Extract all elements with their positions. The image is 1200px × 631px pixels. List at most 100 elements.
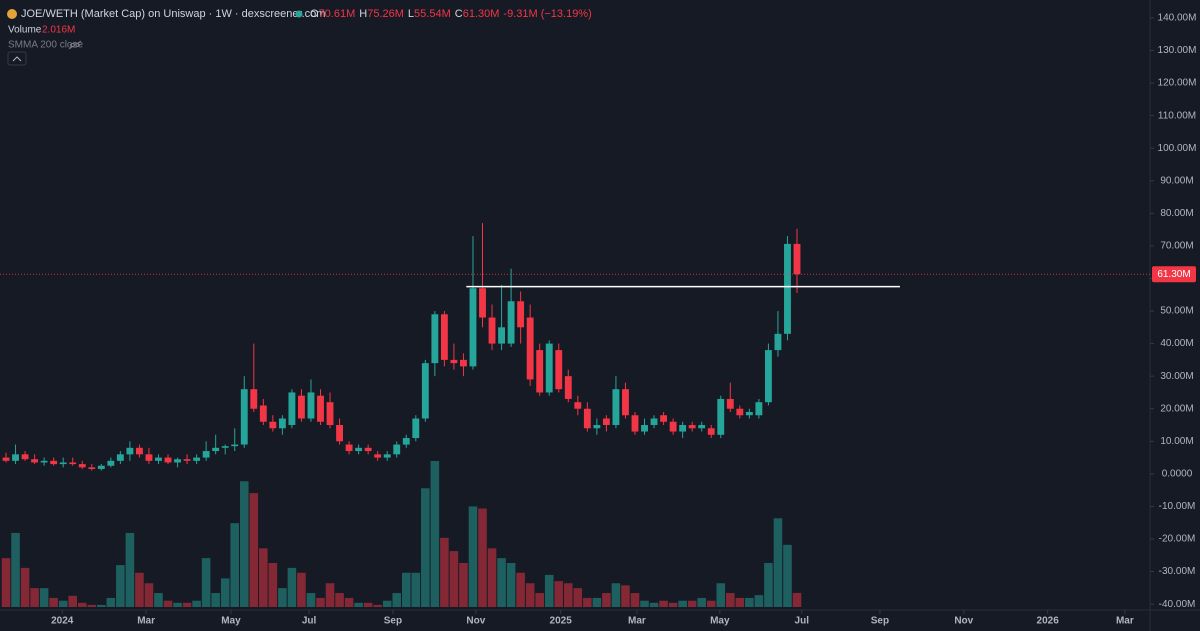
- volume-bar: [554, 581, 564, 607]
- candle-body: [726, 398, 734, 409]
- candle-body: [383, 454, 391, 458]
- y-tick-label: 120.00M: [1158, 78, 1197, 89]
- volume-bar: [592, 597, 602, 607]
- x-tick-label: Mar: [137, 616, 155, 627]
- volume-bar: [602, 593, 611, 607]
- volume-bar: [640, 600, 649, 607]
- volume-value: 2.016M: [42, 25, 75, 36]
- volume-bar: [697, 597, 706, 607]
- candle-body: [107, 460, 115, 466]
- candle-body: [298, 395, 305, 419]
- volume-bar: [478, 508, 487, 607]
- x-tick-label: 2026: [1037, 616, 1060, 627]
- candle-body: [717, 398, 725, 435]
- volume-bar: [201, 558, 211, 607]
- candle-body: [21, 454, 29, 460]
- volume-bar: [154, 593, 163, 607]
- y-tick-label: -30.00M: [1159, 566, 1196, 577]
- candle-body: [764, 350, 772, 403]
- volume-bar: [668, 602, 678, 607]
- status-dot: [295, 10, 303, 18]
- candle-body: [774, 333, 782, 351]
- candle-body: [278, 418, 286, 429]
- candle-body: [421, 363, 429, 419]
- volume-bar: [30, 588, 39, 607]
- volume-bar: [20, 567, 30, 607]
- visibility-icon[interactable]: [68, 40, 82, 50]
- candle-body: [259, 405, 267, 422]
- volume-bar: [401, 572, 411, 607]
- volume-bar: [335, 593, 344, 607]
- candle-body: [78, 464, 86, 468]
- volume-bar: [135, 572, 144, 607]
- ohlc-key: O: [310, 8, 319, 20]
- volume-bar: [39, 588, 49, 607]
- collapse-icon: [12, 56, 22, 62]
- volume-bar: [459, 562, 468, 607]
- volume-bar: [544, 574, 554, 607]
- candle-body: [326, 402, 334, 426]
- volume-bar: [249, 493, 259, 607]
- candle-body: [793, 243, 801, 275]
- candle-body: [12, 454, 19, 461]
- candle-body: [679, 425, 687, 432]
- candle-body: [602, 418, 610, 426]
- volume-bar: [363, 602, 373, 607]
- volume-bar: [220, 578, 230, 607]
- candle-body: [364, 447, 372, 452]
- candle-body: [250, 389, 258, 409]
- candle-body: [174, 459, 181, 463]
- candle-body: [488, 317, 496, 344]
- x-tick-label: Sep: [871, 616, 889, 627]
- x-tick-label: 2024: [51, 616, 74, 627]
- candle-body: [135, 447, 143, 455]
- candle-body: [622, 389, 629, 416]
- volume-bar: [449, 551, 459, 607]
- volume-bar: [563, 583, 573, 607]
- volume-bar: [144, 583, 154, 607]
- volume-bar: [325, 583, 335, 607]
- volume-bar: [97, 604, 106, 607]
- volume-bar: [106, 597, 116, 607]
- volume-bar: [316, 597, 325, 607]
- volume-bar: [1, 558, 11, 607]
- candle-body: [59, 462, 67, 465]
- volume-bar: [678, 600, 687, 607]
- candle-body: [745, 411, 753, 416]
- volume-bar: [230, 523, 240, 607]
- ohlc-key: C: [455, 8, 463, 20]
- token-icon: [7, 9, 17, 19]
- candle-body: [650, 418, 658, 426]
- candle-body: [517, 301, 525, 328]
- candle-body: [612, 389, 620, 426]
- candle-body: [393, 444, 401, 455]
- candle-body: [402, 438, 410, 445]
- candle-body: [755, 402, 763, 416]
- volume-bar: [687, 600, 697, 607]
- volume-bar: [468, 506, 478, 607]
- volume-bar: [783, 544, 792, 607]
- volume-bar: [163, 600, 173, 607]
- x-tick-label: Mar: [628, 616, 646, 627]
- y-tick-label: -40.00M: [1159, 599, 1196, 610]
- collapse-button[interactable]: [7, 51, 27, 66]
- candle-body: [526, 317, 534, 380]
- x-tick-label: Jul: [795, 616, 810, 627]
- volume-bar: [125, 532, 135, 607]
- candle-body: [221, 446, 229, 448]
- volume-bar: [573, 588, 583, 607]
- y-tick-label: 0.0000: [1162, 469, 1193, 480]
- volume-bar: [173, 602, 182, 607]
- ohlc-change: -9.31M (−13.19%): [503, 8, 591, 20]
- volume-bar: [497, 558, 506, 607]
- ohlc-value: 75.26M: [367, 8, 404, 20]
- candle-body: [50, 460, 58, 465]
- candle-body: [450, 359, 458, 364]
- volume-bar: [87, 604, 97, 607]
- candle-body: [412, 418, 420, 439]
- volume-bar: [764, 562, 773, 607]
- y-tick-label: 140.00M: [1158, 13, 1197, 24]
- candle-body: [660, 415, 668, 422]
- volume-bar: [630, 593, 640, 607]
